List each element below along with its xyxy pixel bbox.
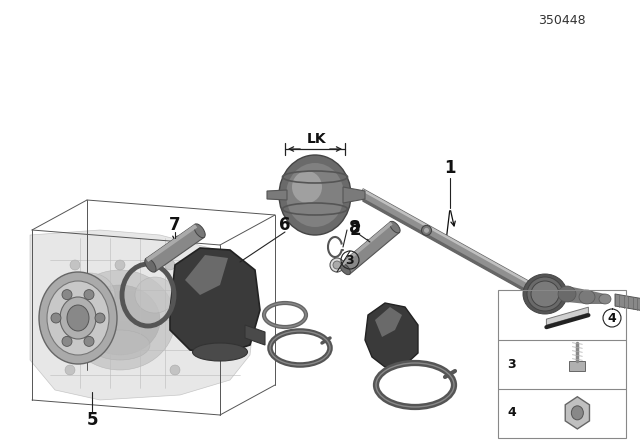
Ellipse shape — [292, 171, 322, 203]
Ellipse shape — [579, 290, 595, 304]
Text: 3: 3 — [346, 254, 355, 267]
Polygon shape — [185, 255, 228, 295]
Polygon shape — [340, 222, 393, 266]
Circle shape — [333, 261, 341, 269]
Polygon shape — [343, 187, 365, 203]
Ellipse shape — [90, 330, 150, 360]
Ellipse shape — [599, 294, 611, 304]
Ellipse shape — [340, 263, 350, 275]
Ellipse shape — [527, 277, 563, 311]
Circle shape — [51, 313, 61, 323]
Polygon shape — [146, 224, 197, 262]
Text: 350448: 350448 — [538, 13, 586, 26]
Ellipse shape — [39, 272, 117, 364]
Polygon shape — [547, 307, 588, 325]
Polygon shape — [30, 230, 255, 400]
Polygon shape — [363, 198, 530, 294]
Text: 4: 4 — [508, 406, 516, 419]
Ellipse shape — [279, 155, 351, 235]
Ellipse shape — [135, 277, 175, 313]
Text: LK: LK — [307, 132, 327, 146]
Circle shape — [330, 258, 344, 272]
Bar — [570, 361, 586, 371]
Ellipse shape — [572, 406, 584, 420]
Circle shape — [70, 260, 80, 270]
Polygon shape — [363, 189, 530, 294]
Polygon shape — [567, 286, 587, 304]
Text: 3: 3 — [508, 358, 516, 371]
Text: 2: 2 — [349, 221, 361, 239]
Ellipse shape — [558, 286, 576, 302]
Ellipse shape — [65, 273, 115, 317]
Ellipse shape — [523, 274, 567, 314]
Ellipse shape — [193, 343, 248, 361]
Polygon shape — [365, 303, 418, 367]
Ellipse shape — [65, 270, 175, 370]
Polygon shape — [170, 248, 260, 355]
Ellipse shape — [390, 221, 400, 233]
Ellipse shape — [194, 224, 205, 238]
Circle shape — [95, 313, 105, 323]
Text: 6: 6 — [279, 216, 291, 234]
Circle shape — [424, 228, 429, 233]
Polygon shape — [245, 325, 265, 345]
Polygon shape — [375, 307, 402, 337]
Polygon shape — [587, 290, 605, 304]
Ellipse shape — [60, 297, 96, 339]
Polygon shape — [146, 224, 204, 272]
Polygon shape — [340, 222, 399, 274]
Polygon shape — [615, 294, 640, 312]
Text: 5: 5 — [86, 411, 98, 429]
Circle shape — [62, 336, 72, 346]
Circle shape — [422, 225, 431, 235]
Circle shape — [165, 260, 175, 270]
Bar — [498, 290, 626, 438]
Ellipse shape — [47, 281, 109, 355]
Circle shape — [84, 289, 94, 300]
Circle shape — [84, 336, 94, 346]
Polygon shape — [363, 189, 530, 285]
Ellipse shape — [80, 285, 160, 355]
Ellipse shape — [286, 163, 344, 227]
Text: 1: 1 — [444, 159, 456, 177]
Circle shape — [115, 260, 125, 270]
Text: 4: 4 — [607, 311, 616, 324]
Text: 7: 7 — [169, 216, 181, 234]
Text: 8: 8 — [349, 219, 361, 237]
Ellipse shape — [145, 258, 156, 272]
Circle shape — [65, 365, 75, 375]
Circle shape — [170, 365, 180, 375]
Ellipse shape — [531, 281, 559, 307]
Circle shape — [62, 289, 72, 300]
Polygon shape — [565, 397, 589, 429]
Polygon shape — [267, 190, 287, 200]
Ellipse shape — [67, 305, 89, 331]
